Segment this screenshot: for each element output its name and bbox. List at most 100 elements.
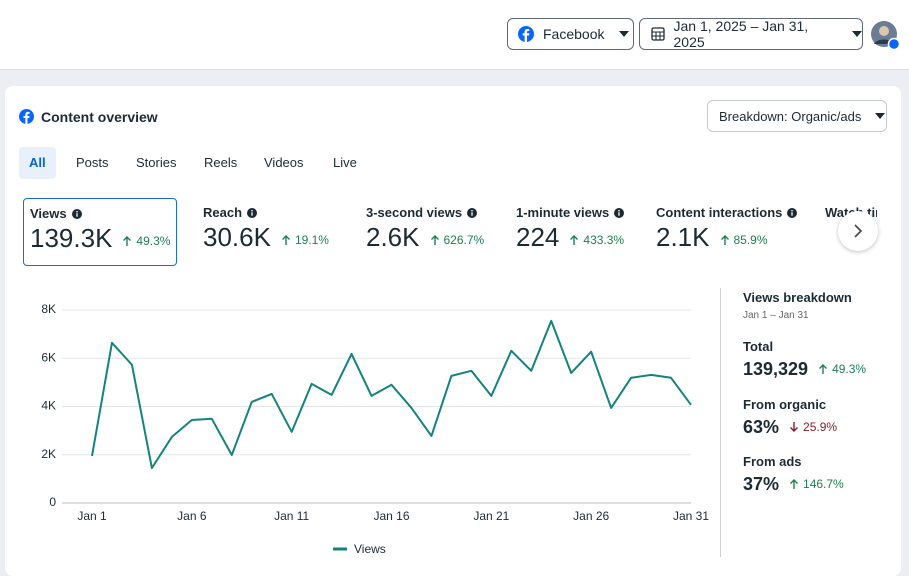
y-tick-label: 2K xyxy=(41,447,56,461)
metric-label-row: 3-second views xyxy=(366,205,484,220)
metric-change: 433.3% xyxy=(569,233,624,247)
arrow-up xyxy=(430,235,439,245)
breakdown-dropdown[interactable]: Breakdown: Organic/ads xyxy=(707,100,887,132)
breakdown-change-value: 49.3% xyxy=(832,362,867,376)
breakdown-change-value: 25.9% xyxy=(803,420,838,434)
line-chart: 0 2K 4K 6K 8K Jan 1 Jan 6 Jan 11 Jan 16 Jan 21 Jan… xyxy=(41,302,709,556)
legend-label: Views xyxy=(354,542,386,556)
arrow-up xyxy=(720,235,729,245)
metric-value: 2.1K xyxy=(656,222,710,252)
section-title: Content overview xyxy=(41,109,158,125)
info-icon xyxy=(467,207,478,218)
tab[interactable]: Videos xyxy=(264,155,304,170)
tab[interactable]: Reels xyxy=(204,155,238,170)
next-button[interactable] xyxy=(838,211,878,251)
metric-value: 2.6K xyxy=(366,222,420,252)
x-tick-label: Jan 31 xyxy=(673,509,709,523)
avatar[interactable] xyxy=(870,20,900,50)
info-icon xyxy=(787,207,798,218)
breakdown-label: From ads xyxy=(743,454,802,469)
metric-value-row: 224 433.3% xyxy=(516,222,624,253)
metric-label: Content interactions xyxy=(656,205,783,220)
metric-label: 3-second views xyxy=(366,205,463,220)
arrow-up xyxy=(790,479,799,489)
metric-value-row: 30.6K 19.1% xyxy=(203,222,329,253)
metric-card[interactable]: Views 139.3K 49.3% xyxy=(23,198,178,266)
metric-value-row: 2.1K 85.9% xyxy=(656,222,797,253)
metric-change: 49.3% xyxy=(122,234,170,248)
breakdown-value-row: 37% 146.7% xyxy=(743,474,844,495)
y-tick-label: 8K xyxy=(41,302,56,316)
metric-label: 1-minute views xyxy=(516,205,610,220)
arrow-down xyxy=(790,422,799,432)
y-tick-label: 4K xyxy=(41,399,56,413)
tab[interactable]: Stories xyxy=(136,155,177,170)
info-icon xyxy=(71,208,82,219)
calendar-icon xyxy=(651,27,665,41)
x-tick-label: Jan 21 xyxy=(473,509,509,523)
metric-value: 30.6K xyxy=(203,222,271,252)
metric-value-row: 139.3K 49.3% xyxy=(30,223,170,254)
breakdown-value-row: 139,329 49.3% xyxy=(743,359,866,380)
y-tick-label: 6K xyxy=(41,350,56,364)
metric-change-value: 433.3% xyxy=(583,233,625,247)
breakdown-label: From organic xyxy=(743,397,827,412)
tab[interactable]: Posts xyxy=(76,155,109,170)
platform-label: Facebook xyxy=(543,26,605,42)
date-range: Jan 1, 2025 – Jan 31, 2025 xyxy=(673,18,809,50)
breakdown-value: 139,329 xyxy=(743,359,809,379)
content-card xyxy=(5,86,901,576)
breakdown-value: 63% xyxy=(743,417,780,437)
caret xyxy=(875,113,886,119)
metric-change-value: 626.7% xyxy=(443,233,485,247)
breakdown-change: 25.9% xyxy=(789,420,837,434)
metric-change: 19.1% xyxy=(281,233,329,247)
tab[interactable]: All xyxy=(19,147,56,179)
metric-card[interactable]: Reach 30.6K 19.1% xyxy=(197,198,335,266)
breakdown-value: 37% xyxy=(743,474,780,494)
divider xyxy=(720,288,721,557)
data-line xyxy=(91,319,692,470)
y-tick-label: 0 xyxy=(49,495,56,509)
platform-dropdown[interactable]: Facebook xyxy=(507,18,634,50)
breakdown-value-row: 63% 25.9% xyxy=(743,417,837,438)
arrow-up xyxy=(123,236,132,246)
breakdown-change: 49.3% xyxy=(818,362,866,376)
metric-change-value: 19.1% xyxy=(294,233,329,247)
metric-label-row: 1-minute views xyxy=(516,205,625,220)
metric-label-row: Views xyxy=(30,206,170,221)
metric-card[interactable]: 1-minute views 224 433.3% xyxy=(510,198,630,266)
metric-value: 224 xyxy=(516,222,560,252)
info-icon xyxy=(614,207,625,218)
facebook-icon xyxy=(518,26,534,42)
chevron xyxy=(854,224,863,238)
metric-label: Reach xyxy=(203,205,243,220)
breakdown-label: Breakdown: Organic/ads xyxy=(719,108,862,124)
x-tick-label: Jan 11 xyxy=(274,509,309,523)
caret xyxy=(619,31,630,37)
metric-card[interactable]: 3-second views 2.6K 626.7% xyxy=(360,198,490,266)
metric-change-value: 49.3% xyxy=(136,234,171,248)
metric-card[interactable]: Content interactions 2.1K 85.9% xyxy=(650,198,803,266)
metric-label-row: Content interactions xyxy=(656,205,798,220)
metric-change: 626.7% xyxy=(430,233,485,247)
metric-label: Views xyxy=(30,206,67,221)
metric-change: 85.9% xyxy=(720,233,768,247)
metric-value-row: 2.6K 626.7% xyxy=(366,222,484,253)
info-icon xyxy=(247,207,258,218)
breakdown-change-value: 146.7% xyxy=(803,477,844,491)
arrow-up xyxy=(819,364,828,374)
metric-value: 139.3K xyxy=(30,223,113,253)
arrow-up xyxy=(281,235,290,245)
metric-change-value: 85.9% xyxy=(733,233,768,247)
date-dropdown[interactable]: Jan 1, 2025 – Jan 31, 2025 xyxy=(639,18,863,50)
tab[interactable]: Live xyxy=(333,155,357,170)
metric-label-row: Reach xyxy=(203,205,329,220)
x-tick-label: Jan 26 xyxy=(573,509,609,523)
breakdown-period: Jan 1 – Jan 31 xyxy=(743,310,809,321)
caret xyxy=(852,31,862,37)
breakdown-change: 146.7% xyxy=(789,477,844,491)
x-tick-label: Jan 6 xyxy=(177,509,207,523)
x-tick-label: Jan 16 xyxy=(373,509,409,523)
